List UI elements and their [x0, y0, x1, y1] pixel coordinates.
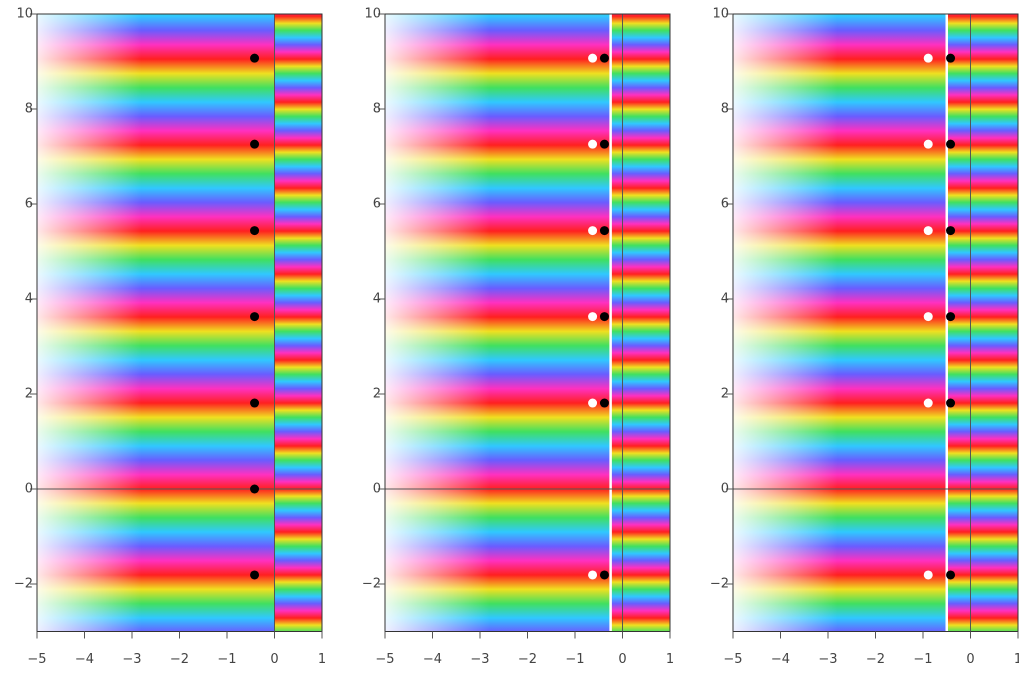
point	[599, 570, 609, 580]
x-tick-label: 0	[270, 652, 278, 667]
x-tick-label: −2	[866, 652, 885, 667]
y-tick-label: 10	[16, 7, 33, 22]
point	[588, 226, 598, 236]
point	[923, 312, 933, 322]
panel: −5 −4 −3 −2 −1 0 1 −2 0 2 4 6 8 10	[710, 7, 1019, 668]
panel: −5 −4 −3 −2 −1 0 1 −2 0 2 4 6 8 10	[362, 7, 674, 668]
point	[599, 398, 609, 408]
y-tick-label: 2	[373, 387, 381, 402]
y-tick-label: −2	[14, 577, 33, 592]
y-tick-label: 8	[721, 102, 729, 117]
x-tick-label: 0	[966, 652, 974, 667]
y-tick-label: 8	[373, 102, 381, 117]
x-tick-label: −5	[375, 652, 394, 667]
x-tick-label: −4	[423, 652, 442, 667]
x-tick-label: 1	[666, 652, 674, 667]
point	[250, 312, 260, 322]
point	[250, 226, 260, 236]
point	[599, 53, 609, 63]
x-tick-label: −1	[565, 652, 584, 667]
point	[250, 570, 260, 580]
y-tick-label: −2	[710, 577, 729, 592]
point	[923, 398, 933, 408]
panel: −5 −4 −3 −2 −1 0 1 −2 0 2 4 6 8 10	[14, 7, 326, 668]
x-tick-label: −4	[771, 652, 790, 667]
point	[946, 570, 956, 580]
y-tick-label: 0	[721, 482, 729, 497]
point	[588, 53, 598, 63]
point	[588, 312, 598, 322]
y-tick-label: 10	[364, 7, 381, 22]
x-tick-label: −1	[217, 652, 236, 667]
point	[946, 139, 956, 149]
point	[923, 570, 933, 580]
y-tick-label: 8	[25, 102, 33, 117]
point	[250, 53, 260, 63]
point	[599, 226, 609, 236]
y-tick-label: 10	[712, 7, 729, 22]
y-tick-label: 0	[373, 482, 381, 497]
y-tick-label: 6	[721, 197, 729, 212]
phase-fade	[385, 14, 490, 632]
y-tick-label: 6	[25, 197, 33, 212]
point	[250, 398, 260, 408]
point	[946, 226, 956, 236]
point	[923, 53, 933, 63]
y-tick-label: 4	[721, 292, 729, 307]
phase-fade	[733, 14, 838, 632]
phase-strip	[274, 14, 322, 632]
y-tick-label: 4	[25, 292, 33, 307]
x-tick-label: −5	[27, 652, 46, 667]
x-tick-label: −3	[122, 652, 141, 667]
y-tick-label: 4	[373, 292, 381, 307]
point	[946, 53, 956, 63]
x-tick-label: 0	[618, 652, 626, 667]
x-tick-label: −3	[818, 652, 837, 667]
x-tick-label: 1	[1014, 652, 1019, 667]
point	[923, 139, 933, 149]
x-tick-label: −1	[913, 652, 932, 667]
x-tick-label: −4	[75, 652, 94, 667]
point	[946, 398, 956, 408]
point	[923, 226, 933, 236]
x-tick-label: 1	[318, 652, 326, 667]
y-tick-label: 2	[721, 387, 729, 402]
point	[599, 312, 609, 322]
phase-fade	[37, 14, 142, 632]
point	[946, 312, 956, 322]
phase-strip	[610, 14, 670, 632]
phase-strip	[946, 14, 1018, 632]
x-tick-label: −2	[518, 652, 537, 667]
y-tick-label: −2	[362, 577, 381, 592]
y-tick-label: 6	[373, 197, 381, 212]
point	[250, 484, 260, 494]
y-tick-label: 2	[25, 387, 33, 402]
point	[599, 139, 609, 149]
x-tick-label: −3	[470, 652, 489, 667]
point	[588, 139, 598, 149]
y-tick-label: 0	[25, 482, 33, 497]
point	[588, 570, 598, 580]
x-tick-label: −5	[723, 652, 742, 667]
x-tick-label: −2	[170, 652, 189, 667]
point	[588, 398, 598, 408]
point	[250, 139, 260, 149]
